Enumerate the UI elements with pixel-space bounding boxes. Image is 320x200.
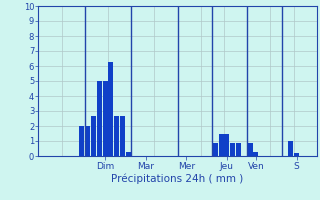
Bar — [85, 126, 90, 156]
Bar — [103, 81, 108, 156]
Bar — [219, 134, 224, 156]
Bar — [120, 116, 125, 156]
Bar — [224, 134, 229, 156]
Bar — [91, 116, 96, 156]
Bar — [126, 152, 131, 156]
Bar — [294, 153, 299, 156]
Bar — [108, 62, 113, 156]
Bar — [97, 81, 102, 156]
Bar — [236, 142, 241, 156]
Bar — [253, 152, 258, 156]
X-axis label: Précipitations 24h ( mm ): Précipitations 24h ( mm ) — [111, 173, 244, 184]
Bar — [114, 116, 119, 156]
Bar — [213, 142, 218, 156]
Bar — [230, 142, 235, 156]
Bar — [79, 126, 84, 156]
Bar — [248, 142, 252, 156]
Bar — [288, 141, 293, 156]
